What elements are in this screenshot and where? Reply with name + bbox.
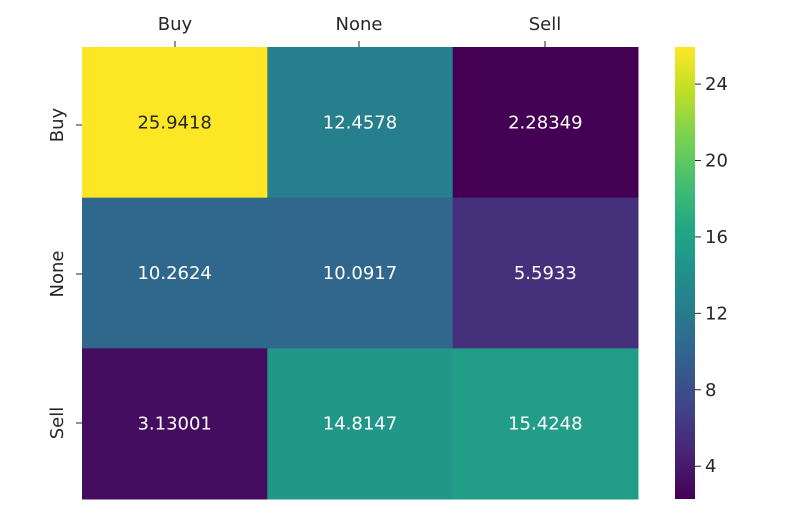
- colorbar-ticks: 4 8 12 16 20 24: [695, 74, 728, 477]
- heatmap-cell: [82, 47, 268, 199]
- y-tick-label-sell: Sell: [47, 407, 68, 440]
- y-tick-label-buy: Buy: [47, 107, 68, 142]
- x-axis-ticks: Buy None Sell: [158, 14, 561, 47]
- heatmap-cell: [267, 348, 454, 500]
- y-tick-label-none: None: [47, 251, 68, 298]
- colorbar-gradient: [675, 47, 695, 499]
- heatmap-cell-label: 2.28349: [508, 112, 582, 133]
- heatmap-cells: 25.9418 12.4578 2.28349 10.2624 10.0917 5.593…: [82, 47, 639, 500]
- heatmap-cell: [452, 348, 639, 500]
- heatmap-cell-label: 10.0917: [323, 263, 397, 284]
- colorbar-tick-label: 12: [705, 303, 728, 324]
- heatmap-cell: [452, 47, 639, 199]
- heatmap-cell-label: 10.2624: [137, 263, 211, 284]
- x-tick-label-none: None: [336, 14, 383, 35]
- heatmap-cell-label: 3.13001: [137, 414, 211, 435]
- colorbar: 4 8 12 16 20 24: [675, 47, 728, 499]
- heatmap-cell: [267, 47, 454, 199]
- heatmap-cell-label: 12.4578: [323, 112, 397, 133]
- heatmap-cell: [452, 197, 639, 349]
- heatmap-cell-label: 14.8147: [323, 414, 397, 435]
- y-axis-ticks: Buy None Sell: [47, 107, 82, 439]
- colorbar-tick-label: 20: [705, 151, 728, 172]
- colorbar-tick-label: 4: [705, 456, 716, 477]
- colorbar-tick-label: 16: [705, 227, 728, 248]
- heatmap-cell-label: 25.9418: [137, 112, 211, 133]
- heatmap-cell: [82, 197, 268, 349]
- colorbar-tick-label: 8: [705, 380, 716, 401]
- x-tick-label-buy: Buy: [158, 14, 193, 35]
- heatmap-cell-label: 5.5933: [514, 263, 577, 284]
- x-tick-label-sell: Sell: [529, 14, 562, 35]
- colorbar-tick-label: 24: [705, 74, 728, 95]
- heatmap-cell-label: 15.4248: [508, 414, 582, 435]
- heatmap-cell: [82, 348, 268, 500]
- heatmap-cell: [267, 197, 454, 349]
